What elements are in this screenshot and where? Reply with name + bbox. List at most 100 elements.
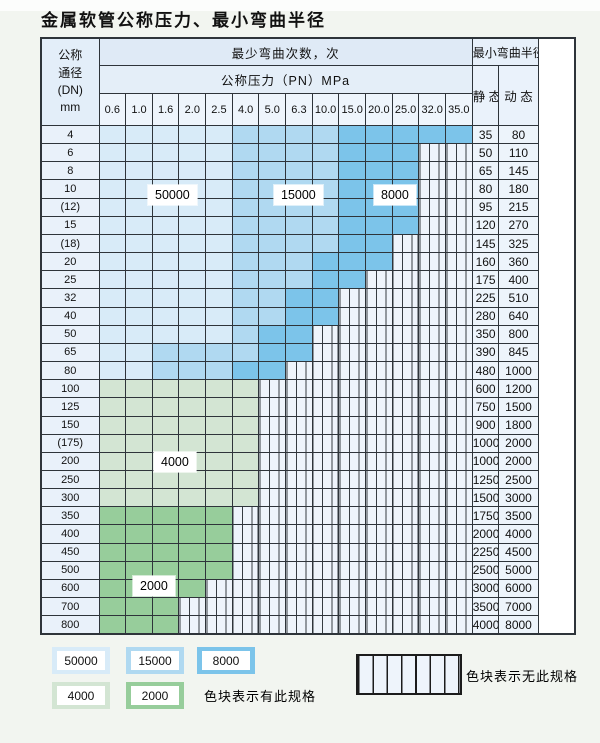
cycle-cell [311, 306, 340, 326]
cycle-cell [205, 143, 233, 163]
dynamic-radius-cell: 1500 [498, 397, 539, 417]
cycle-cell [98, 288, 127, 308]
cycle-cell [391, 252, 420, 272]
cycle-cell [258, 488, 287, 508]
cycle-cell [125, 488, 153, 508]
cycle-cell [151, 215, 180, 235]
dn-header-line2: 通径 [58, 65, 83, 80]
dn-cell: 500 [40, 560, 100, 580]
static-header: 静 态 [471, 65, 500, 126]
no-spec-note: 色块表示无此规格 [466, 669, 579, 684]
cycle-cell [338, 124, 367, 145]
cycle-cell [418, 161, 447, 181]
cycle-cell [125, 469, 153, 490]
cycle-cell [445, 252, 473, 272]
cycle-cell [445, 415, 473, 435]
dn-cell: 300 [40, 488, 100, 508]
cycle-cell [418, 560, 447, 580]
cycle-cell [391, 578, 420, 599]
cycle-cell [258, 451, 287, 471]
cycle-cell [391, 542, 420, 562]
static-radius-cell: 50 [471, 143, 500, 163]
cycle-cell [311, 233, 340, 254]
cycle-cell [178, 252, 207, 272]
cycle-cell [231, 397, 260, 417]
static-radius-cell: 3000 [471, 578, 500, 599]
cycle-cell [178, 324, 207, 344]
cycle-cell [205, 270, 233, 290]
cycle-cell [338, 288, 367, 308]
cycle-cell [231, 578, 260, 599]
table-row-dn-6: 6 50 110 [40, 143, 575, 163]
static-radius-cell: 2000 [471, 524, 500, 544]
cycle-cell [125, 415, 153, 435]
cycle-cell [98, 451, 127, 471]
cycle-cell [151, 433, 180, 453]
static-radius-cell: 80 [471, 179, 500, 199]
cycle-cell [391, 615, 420, 635]
cycle-cell [338, 215, 367, 235]
table-row-dn-350: 350 1750 3500 [40, 506, 575, 526]
cycle-cell [445, 143, 473, 163]
cycle-cell [418, 143, 447, 163]
cycle-cell [178, 361, 207, 381]
cycle-cell [205, 288, 233, 308]
nominal-pressure-header: 公称压力（PN）MPa [98, 65, 473, 94]
cycle-cell [231, 179, 260, 199]
cycle-cell [418, 542, 447, 562]
legend-swatch-label: 15000 [131, 651, 179, 670]
cycle-cell [365, 615, 393, 635]
cycle-cell [418, 179, 447, 199]
cycle-cell [178, 488, 207, 508]
cycle-cell [418, 379, 447, 399]
cycle-cell [125, 342, 153, 363]
dn-header-line1: 公称 [58, 48, 83, 63]
cycle-cell [391, 415, 420, 435]
table-row-dn-450: 450 2250 4500 [40, 542, 575, 562]
no-spec-hatch-swatch [356, 654, 462, 695]
static-radius-cell: 3500 [471, 597, 500, 617]
dynamic-radius-cell: 4500 [498, 542, 539, 562]
cycle-cell [151, 469, 180, 490]
pressure-header-0.6: 0.6 [98, 93, 127, 126]
dn-cell: 15 [40, 215, 100, 235]
cycle-cell [205, 451, 233, 471]
cycle-cell [311, 215, 340, 235]
cycle-cell [285, 215, 313, 235]
cycle-cell [151, 161, 180, 181]
cycle-cell [231, 615, 260, 635]
dynamic-radius-cell: 180 [498, 179, 539, 199]
cycle-cell [391, 488, 420, 508]
cycle-cell [338, 379, 367, 399]
dn-cell: 125 [40, 397, 100, 417]
cycle-cell [445, 469, 473, 490]
cycle-cell [231, 215, 260, 235]
cycle-cell [231, 597, 260, 617]
cycle-cell [365, 342, 393, 363]
dn-cell: 20 [40, 252, 100, 272]
cycle-cell [125, 615, 153, 635]
cycle-cell [445, 379, 473, 399]
cycle-cell [311, 397, 340, 417]
cycle-cell [125, 143, 153, 163]
table-row-dn-32: 32 225 510 [40, 288, 575, 308]
cycle-cell [418, 342, 447, 363]
cycle-cell [365, 143, 393, 163]
static-radius-cell: 2500 [471, 560, 500, 580]
cycle-cell [258, 597, 287, 617]
cycle-cell [98, 233, 127, 254]
cycle-cell [311, 143, 340, 163]
spec-table: 公称 通径 (DN) mm 最少弯曲次数，次 最小弯曲半径 公称压力（PN）MP… [40, 37, 576, 635]
dynamic-radius-cell: 8000 [498, 615, 539, 635]
cycle-cell [365, 451, 393, 471]
cycle-cell [205, 615, 233, 635]
cycle-cell [311, 597, 340, 617]
cycle-cell [285, 124, 313, 145]
dn-cell: 350 [40, 506, 100, 526]
cycle-cell [445, 215, 473, 235]
cycle-cell [445, 451, 473, 471]
table-row-dn-200: 200 1000 2000 [40, 451, 575, 471]
cycle-cell [418, 197, 447, 217]
cycle-cell [365, 560, 393, 580]
cycle-cell [311, 578, 340, 599]
